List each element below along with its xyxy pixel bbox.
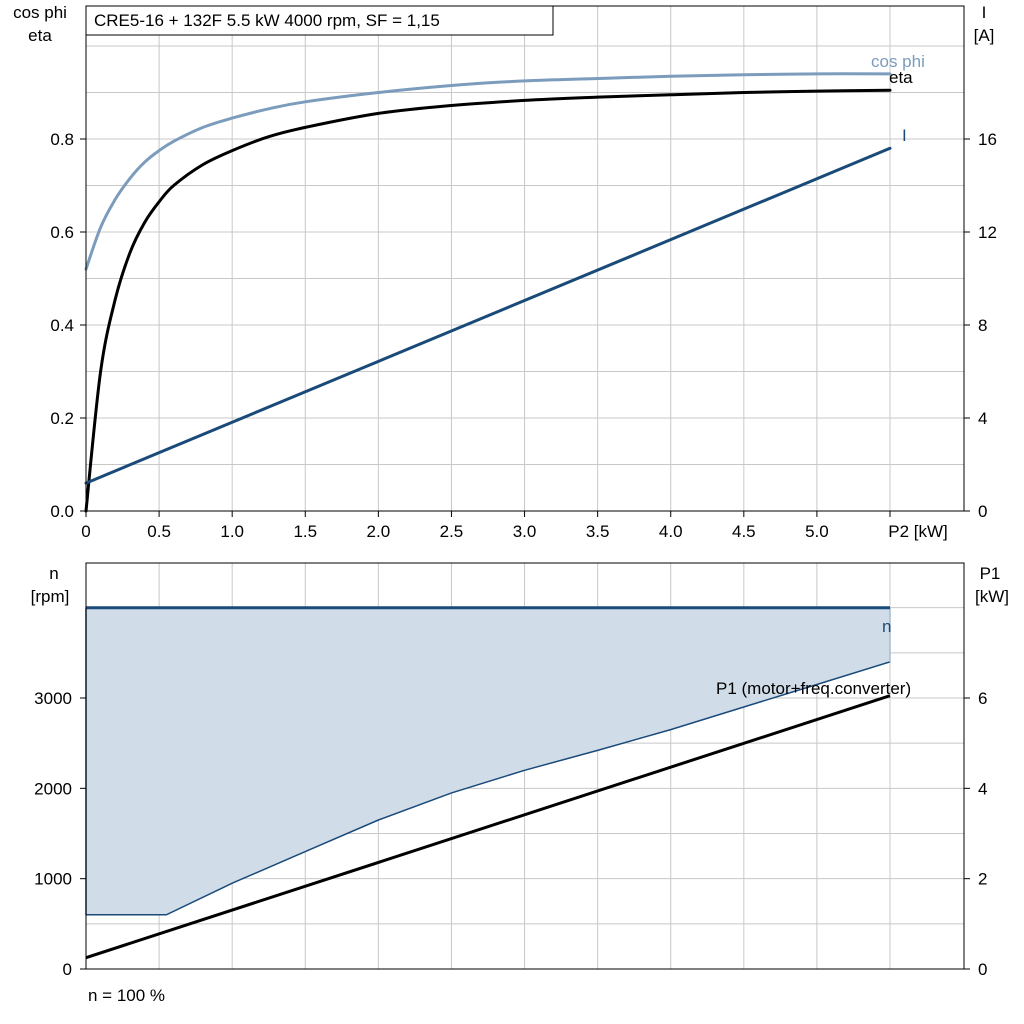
top-x-tick-label: 1.0 [220, 522, 244, 541]
top-right-tick-label: 12 [978, 223, 997, 242]
top-x-tick-label: 5.0 [805, 522, 829, 541]
bottom-right-axis-title-2: [kW] [975, 587, 1009, 606]
top-right-tick-label: 0 [978, 502, 987, 521]
series-label-p1: P1 (motor+freq.converter) [716, 679, 911, 698]
top-x-tick-label: 0.5 [147, 522, 171, 541]
top-x-tick-label: 3.0 [513, 522, 537, 541]
bottom-right-tick-label: 4 [978, 779, 987, 798]
top-left-axis-title-1: cos phi [13, 3, 67, 22]
bottom-left-axis-title-1: n [49, 564, 58, 583]
series-line-current [84, 146, 892, 485]
top-right-tick-label: 4 [978, 409, 987, 428]
top-plot: 0 0.5 1.0 1.5 2.0 2.5 3.0 3.5 4.0 4.5 5.0 0.00.20.… [13, 3, 997, 541]
top-right-axis-title-2: [A] [974, 26, 995, 45]
top-x-tick-label: 2.5 [440, 522, 464, 541]
top-y-ticks-right: 0 4 8 12 16 [964, 130, 997, 521]
top-left-tick-label: 0.2 [50, 409, 74, 428]
speed-min-boundary-line [85, 607, 891, 916]
bottom-y-ticks-right: 0 2 4 6 [964, 689, 987, 979]
top-right-tick-label: 16 [978, 130, 997, 149]
series-label-cosphi: cos phi [871, 52, 925, 71]
top-x-tick-label: 3.5 [586, 522, 610, 541]
bottom-plot-frame [85, 562, 965, 970]
bottom-right-tick-label: 0 [978, 960, 987, 979]
bottom-right-tick-label: 6 [978, 689, 987, 708]
top-x-axis-title: P2 [kW] [888, 522, 948, 541]
bottom-left-axis-title-2: [rpm] [31, 587, 70, 606]
bottom-series [85, 606, 891, 960]
top-x-tick-label: 0 [81, 522, 90, 541]
top-left-tick-label: 0.8 [50, 130, 74, 149]
bottom-left-tick-label: 0 [63, 960, 72, 979]
top-x-ticks: 0 0.5 1.0 1.5 2.0 2.5 3.0 3.5 4.0 4.5 5.0 [81, 511, 891, 541]
bottom-footnote: n = 100 % [88, 986, 165, 1005]
top-y-ticks-left: 0.0 0.2 0.4 0.6 0.8 [50, 130, 86, 521]
top-left-tick-label: 0.0 [50, 502, 74, 521]
top-left-tick-label: 0.4 [50, 316, 74, 335]
bottom-left-tick-label: 3000 [34, 689, 72, 708]
bottom-left-tick-label: 1000 [34, 870, 72, 889]
series-label-current: I [902, 126, 907, 145]
speed-operating-area [86, 607, 890, 915]
bottom-plot: 0 1000 2000 3000 0 2 4 6 n [rpm] P1 [kW] n P1 … [31, 562, 1009, 1005]
chart-title-box [85, 5, 554, 36]
top-x-tick-label: 4.5 [732, 522, 756, 541]
top-left-axis-title-2: eta [28, 26, 52, 45]
top-left-tick-label: 0.6 [50, 223, 74, 242]
series-label-speed: n [882, 617, 891, 636]
top-x-tick-label: 4.0 [659, 522, 683, 541]
bottom-left-tick-label: 2000 [34, 779, 72, 798]
top-right-tick-label: 8 [978, 316, 987, 335]
bottom-right-axis-title-1: P1 [980, 564, 1001, 583]
chart-title: CRE5-16 + 132F 5.5 kW 4000 rpm, SF = 1,1… [94, 11, 440, 30]
top-x-tick-label: 2.0 [367, 522, 391, 541]
series-line-eta [84, 88, 892, 513]
series-label-eta: eta [889, 68, 913, 87]
bottom-y-ticks-left: 0 1000 2000 3000 [34, 689, 86, 979]
top-series [84, 72, 892, 513]
top-right-axis-title-1: I [982, 3, 987, 22]
series-line-p1 [85, 694, 891, 960]
bottom-right-tick-label: 2 [978, 870, 987, 889]
top-x-tick-label: 1.5 [293, 522, 317, 541]
series-line-cosphi [84, 72, 892, 271]
